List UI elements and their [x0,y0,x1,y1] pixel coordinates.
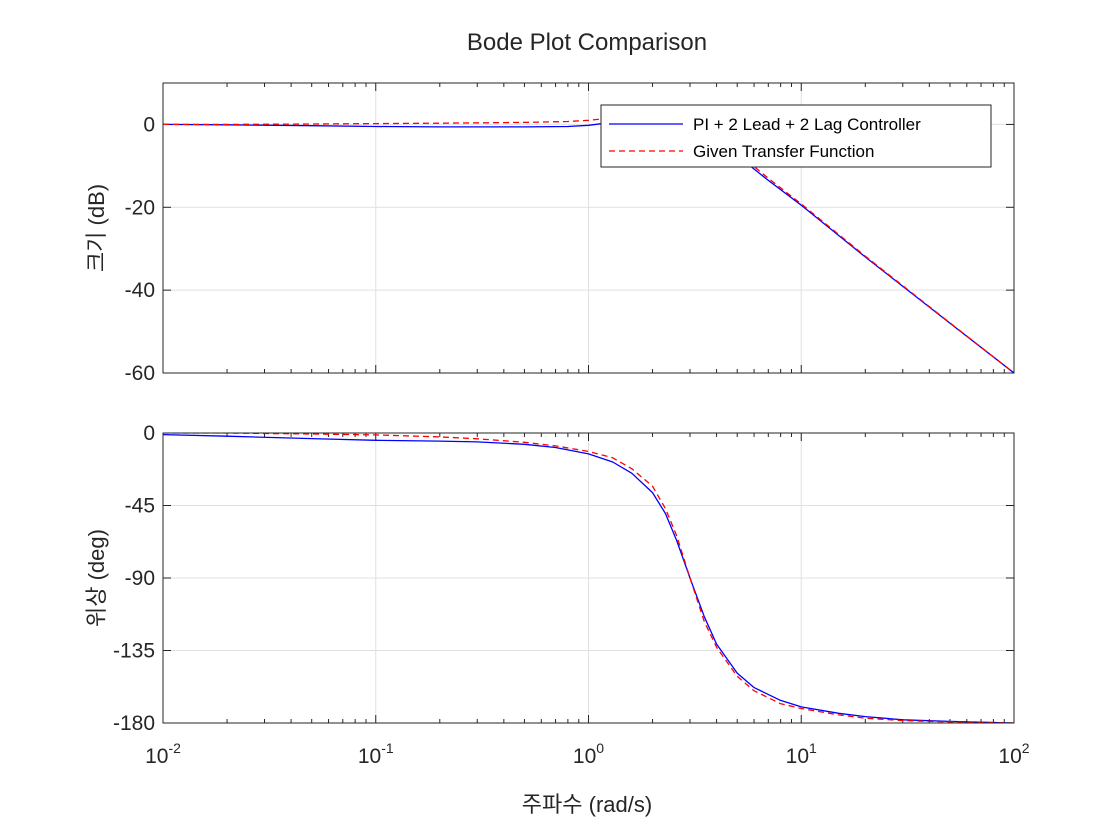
x-tick-label: 101 [786,740,817,768]
magnitude-y-tick-label: 0 [143,113,155,136]
x-tick-label: 100 [573,740,604,768]
magnitude-axes-box [162,82,1015,374]
phase-y-tick-label: 0 [143,422,155,445]
legend-box [600,104,992,168]
phase-y-tick-label: -45 [125,495,155,518]
x-tick-label: 10-1 [358,740,394,768]
x-tick-exponent: 0 [596,740,604,756]
chart-title: Bode Plot Comparison [467,29,707,56]
x-tick-label: 102 [998,740,1029,768]
magnitude-y-tick-label: -40 [125,279,155,302]
phase-y-axis-label: 위상 (deg) [84,529,109,627]
legend-entry-label: PI + 2 Lead + 2 Lag Controller [693,115,921,134]
magnitude-y-tick-label: -20 [125,196,155,219]
phase-series-controller [163,433,1014,723]
phase-y-tick-label: -135 [113,640,155,663]
phase-axes-box [162,432,1015,724]
phase-y-tick-label: -180 [113,712,155,735]
magnitude-y-tick-label: -60 [125,362,155,385]
x-tick-exponent: -1 [381,740,394,756]
magnitude-series-given-tf [163,112,1014,373]
x-tick-base: 10 [145,745,168,768]
x-tick-exponent: -2 [168,740,181,756]
magnitude-y-axis-label: 크기 (dB) [84,184,109,272]
x-tick-base: 10 [786,745,809,768]
x-tick-label: 10-2 [145,740,181,768]
x-tick-base: 10 [573,745,596,768]
legend-entry-label: Given Transfer Function [693,142,874,161]
x-tick-base: 10 [998,745,1021,768]
x-tick-exponent: 1 [809,740,817,756]
phase-series-given-tf [163,433,1014,723]
phase-y-tick-label: -90 [125,567,155,590]
x-tick-exponent: 2 [1022,740,1030,756]
x-axis-label: 주파수 (rad/s) [522,792,652,817]
x-tick-base: 10 [358,745,381,768]
legend: PI + 2 Lead + 2 Lag Controller Given Tran… [600,104,992,168]
